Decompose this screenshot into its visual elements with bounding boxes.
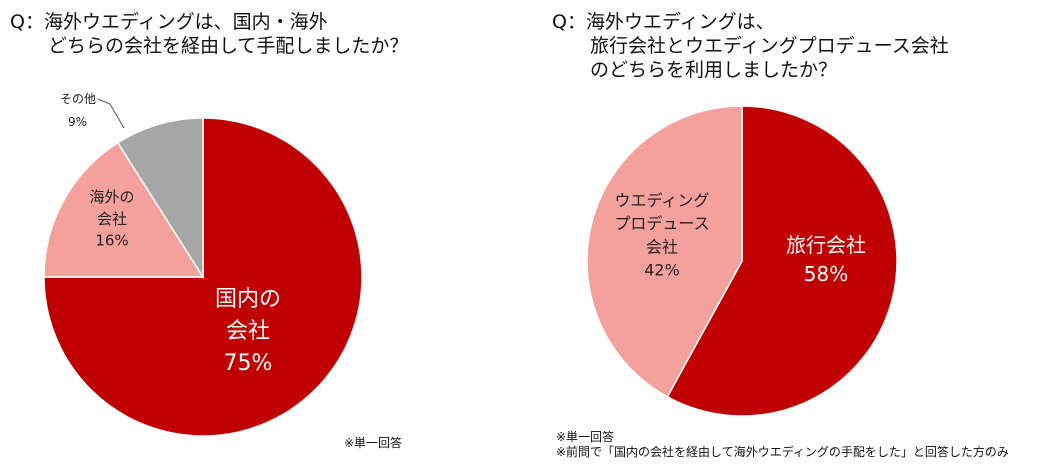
label-travel-agency: 旅行会社 58% xyxy=(786,233,866,286)
label-domestic: 国内の会社 75% xyxy=(215,287,281,376)
pie-slice-wedding-producer xyxy=(586,105,743,398)
right-chart-title: Q：海外ウエディングは、 旅行会社とウエディングプロデュース会社 のどちらを利用… xyxy=(552,11,949,81)
label-other-name: その他 xyxy=(60,92,96,106)
pie-chart-right: 旅行会社 58% ウエディングプロデュース会社 42% xyxy=(586,105,898,417)
pie-chart-left: 国内の会社 75% 海外の会社 16% その他 9% xyxy=(43,92,363,437)
pie-slice-overseas xyxy=(43,141,205,278)
left-chart-title: Q：海外ウエディングは、国内・海外 どちらの会社を経由して手配しましたか？ xyxy=(10,11,409,57)
right-chart-note: ※単一回答 ※前問で「国内の会社を経由して海外ウエディングの手配をした」と回答し… xyxy=(556,430,1009,459)
leader-line-other xyxy=(97,98,125,129)
pie-slice-other xyxy=(116,117,204,280)
pie-slice-travel-agency xyxy=(666,105,898,417)
left-chart-note: ※単一回答 xyxy=(344,436,403,450)
label-wedding-producer: ウエディングプロデュース会社 42% xyxy=(614,191,709,280)
label-other-value: 9% xyxy=(68,115,87,129)
label-overseas: 海外の会社 16% xyxy=(89,188,134,250)
